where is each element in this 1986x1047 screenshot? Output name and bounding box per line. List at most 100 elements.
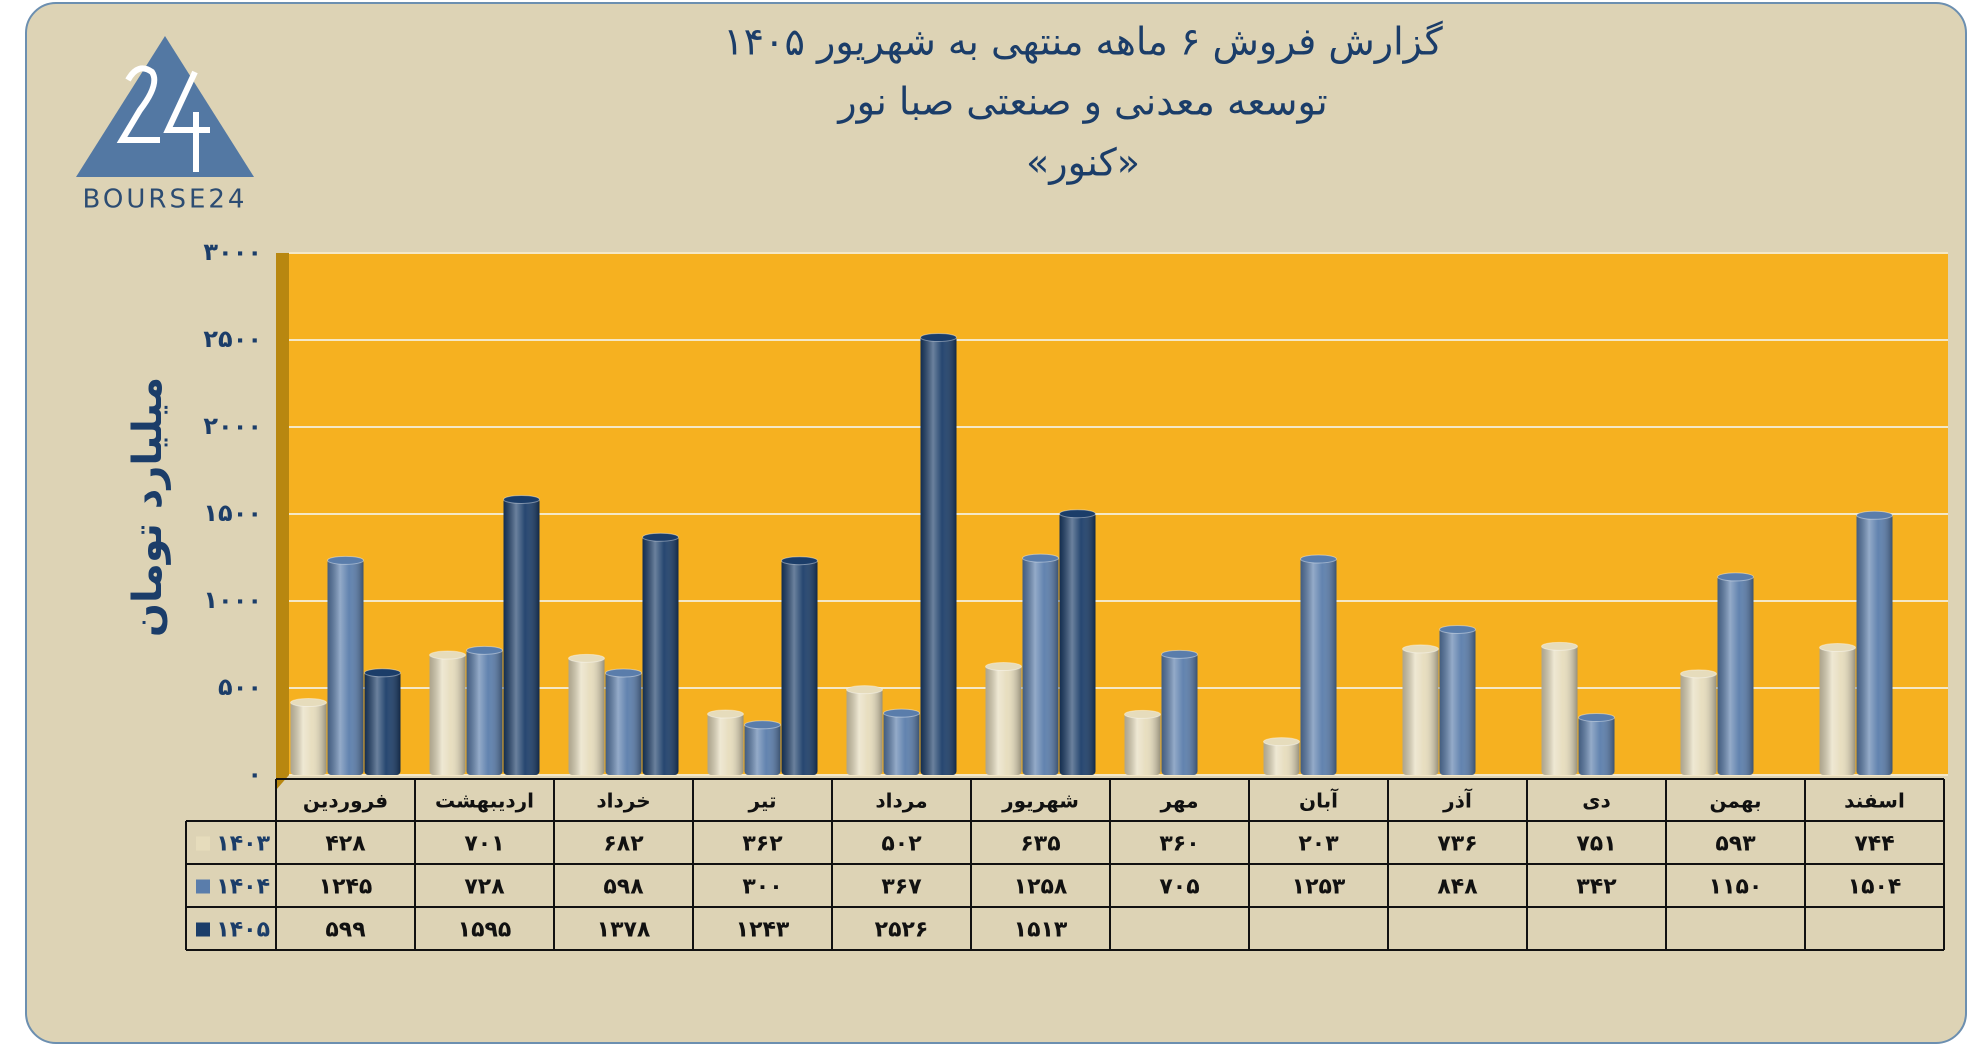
legend-swatch xyxy=(196,836,210,851)
legend-label: ۱۴۰۳ xyxy=(216,832,270,857)
y-axis-label: میلیارد تومان xyxy=(125,377,171,637)
table-value: ۱۲۵۸ xyxy=(1014,875,1068,900)
bar-shade xyxy=(985,664,1022,775)
x-tick-label: دی xyxy=(1582,789,1611,813)
bar-cap xyxy=(568,653,605,663)
bar-shade xyxy=(327,558,364,775)
bar-cap xyxy=(1856,510,1893,520)
table-value: ۱۱۵۰ xyxy=(1709,875,1763,900)
x-tick-label: تیر xyxy=(747,789,776,813)
bar-cap xyxy=(1439,624,1476,634)
x-tick-label: اسفند xyxy=(1844,789,1905,813)
table-value: ۱۵۰۴ xyxy=(1848,875,1902,900)
bar-shade xyxy=(883,711,920,775)
bar-shade xyxy=(1124,712,1161,775)
table-value: ۷۲۸ xyxy=(464,875,505,900)
table-value: ۱۲۴۵ xyxy=(319,875,373,900)
bar-shade xyxy=(642,535,679,775)
bar-cap xyxy=(744,720,781,730)
x-tick-label: بهمن xyxy=(1709,789,1761,813)
bar-shade xyxy=(429,653,466,775)
bar-cap xyxy=(605,668,642,678)
bar-cap xyxy=(1578,712,1615,722)
x-tick-label: فروردین xyxy=(303,789,388,813)
bar-shade xyxy=(781,558,818,775)
table-value: ۵۹۹ xyxy=(325,918,365,943)
bar-shade xyxy=(1680,671,1717,775)
bar-shade xyxy=(466,648,503,775)
table-value: ۱۳۷۸ xyxy=(597,918,651,943)
y-tick-label: ۳۰۰۰ xyxy=(203,238,262,266)
bar-cap xyxy=(503,494,540,504)
table-value: ۷۴۴ xyxy=(1854,832,1894,857)
table-value: ۳۰۰ xyxy=(742,875,782,900)
bar-cap xyxy=(1059,509,1096,519)
bar-shade xyxy=(1541,644,1578,775)
bar-shade xyxy=(364,670,401,775)
bar-shade xyxy=(1439,627,1476,775)
bar-shade xyxy=(1819,645,1856,775)
bar-cap xyxy=(707,709,744,719)
table-value: ۱۲۵۳ xyxy=(1292,875,1346,900)
chart-subtitle: «کنور» xyxy=(1026,141,1140,186)
table-value: ۷۳۶ xyxy=(1437,832,1477,857)
bar-shade xyxy=(568,656,605,775)
bar-cap xyxy=(1263,737,1300,747)
bar-shade xyxy=(1402,646,1439,775)
bar-shade xyxy=(1161,652,1198,775)
table-value: ۸۴۸ xyxy=(1437,875,1478,900)
legend-label: ۱۴۰۵ xyxy=(216,918,270,943)
bar-shade xyxy=(290,700,327,775)
table-value: ۱۲۴۳ xyxy=(736,918,790,943)
chart-title: گزارش فروش ۶ ماهه منتهی به شهریور ۱۴۰۵ xyxy=(723,20,1443,65)
logo-text: BOURSE24 xyxy=(83,185,248,215)
table-value: ۲۰۳ xyxy=(1298,832,1339,857)
bar-cap xyxy=(1124,709,1161,719)
table-value: ۴۲۸ xyxy=(325,832,366,857)
y-tick-label: ۱۵۰۰ xyxy=(203,499,262,527)
y-tick-label: ۲۵۰۰ xyxy=(203,325,262,353)
y-tick-label: ۵۰۰ xyxy=(218,673,262,701)
table-value: ۶۸۲ xyxy=(603,832,644,857)
table-value: ۱۵۹۵ xyxy=(458,918,512,943)
bar-cap xyxy=(1161,649,1198,659)
bar-cap xyxy=(466,645,503,655)
bar-cap xyxy=(327,555,364,565)
table-value: ۳۶۰ xyxy=(1159,832,1199,857)
table-value: ۷۵۱ xyxy=(1576,832,1616,857)
table-value: ۷۰۱ xyxy=(464,832,504,857)
bar-cap xyxy=(1680,669,1717,679)
logo: BOURSE24 xyxy=(76,36,254,215)
bar-cap xyxy=(642,532,679,542)
bar-cap xyxy=(364,668,401,678)
bar-shade xyxy=(1059,511,1096,775)
bar-cap xyxy=(1819,643,1856,653)
bar-shade xyxy=(1856,513,1893,775)
bar-cap xyxy=(985,662,1022,672)
x-tick-label: آذر xyxy=(1442,788,1473,813)
bar-cap xyxy=(1402,644,1439,654)
bar-cap xyxy=(1541,641,1578,651)
x-tick-label: اردیبهشت xyxy=(435,789,534,813)
bar-shade xyxy=(707,712,744,775)
table-value: ۶۳۵ xyxy=(1020,832,1060,857)
y-tick-label: ۰ xyxy=(247,760,262,788)
table-value: ۵۹۳ xyxy=(1715,832,1756,857)
legend-swatch xyxy=(196,879,210,894)
bar-shade xyxy=(1578,715,1615,775)
bar-cap xyxy=(1717,572,1754,582)
bar-cap xyxy=(290,698,327,708)
table-value: ۳۴۲ xyxy=(1576,875,1617,900)
legend-swatch xyxy=(196,922,210,937)
bar-cap xyxy=(883,708,920,718)
bar-cap xyxy=(429,650,466,660)
plot-wall xyxy=(276,253,289,790)
y-tick-label: ۱۰۰۰ xyxy=(203,586,262,614)
bar-shade xyxy=(503,497,540,775)
bar-shade xyxy=(1263,739,1300,775)
bar-shade xyxy=(1022,556,1059,775)
bar-shade xyxy=(846,687,883,775)
table-value: ۵۹۸ xyxy=(603,875,644,900)
bar-cap xyxy=(920,332,957,342)
